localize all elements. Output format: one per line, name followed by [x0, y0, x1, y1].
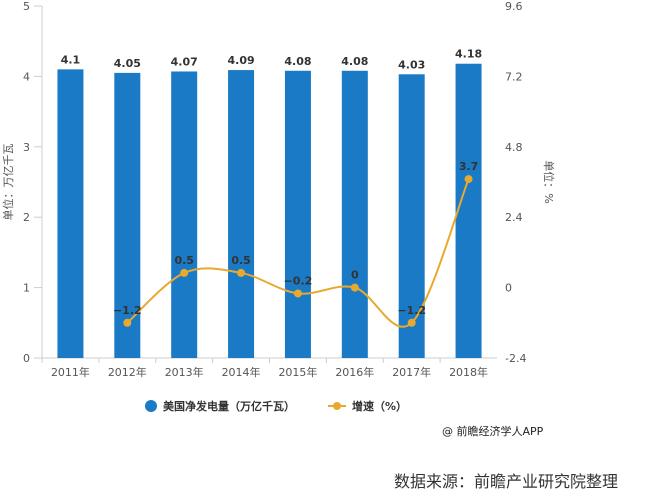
left-tick-label: 4 — [23, 70, 30, 83]
legend-bar-marker-icon — [145, 400, 157, 412]
bar — [114, 72, 141, 358]
bar-data-label: 4.08 — [341, 55, 368, 68]
right-tick-label: 9.6 — [505, 0, 523, 13]
right-tick-label: -2.4 — [505, 352, 526, 365]
right-axis-label: 单位：% — [542, 160, 556, 203]
left-axis-label: 单位：万亿千瓦 — [1, 144, 15, 221]
left-tick-label: 5 — [23, 0, 30, 13]
line-data-label: 3.7 — [459, 160, 479, 173]
bar — [57, 69, 84, 359]
bar-data-label: 4.1 — [61, 53, 81, 66]
left-tick-label: 1 — [23, 282, 30, 295]
line-point — [180, 268, 189, 277]
bar-data-label: 4.08 — [284, 55, 311, 68]
right-tick-label: 4.8 — [505, 141, 523, 154]
line-data-label: 0 — [351, 269, 359, 282]
source-note: 数据来源：前瞻产业研究院整理 — [394, 472, 619, 491]
right-tick-label: 7.2 — [505, 70, 523, 83]
credit: @ 前瞻经济学人APP — [442, 425, 544, 438]
left-tick-label: 0 — [23, 352, 30, 365]
legend-bar[interactable]: 美国净发电量（万亿千瓦） — [145, 398, 295, 414]
line-data-label: −0.2 — [284, 274, 313, 287]
bar — [284, 70, 311, 358]
line-data-label: 0.5 — [174, 254, 194, 267]
x-tick-label: 2014年 — [222, 365, 261, 379]
bar-data-label: 4.07 — [171, 55, 198, 68]
bar — [455, 63, 482, 359]
line-point — [237, 268, 246, 277]
chart: 0 1 2 3 4 5 -2.4 0 2.4 4.8 7.2 9.6 单位：万亿千瓦 单位：% 2011年 2… — [1, 0, 556, 379]
x-tick-label: 2011年 — [51, 365, 90, 379]
x-tick-label: 2017年 — [392, 365, 431, 379]
left-tick-label: 3 — [23, 141, 30, 154]
line-data-label: −1.2 — [397, 304, 426, 317]
legend-line-label: 增速（%） — [352, 400, 408, 413]
right-tick-label: 0 — [505, 282, 512, 295]
legend-bar-label: 美国净发电量（万亿千瓦） — [163, 400, 295, 413]
line-point — [350, 283, 359, 292]
x-tick-label: 2012年 — [108, 365, 147, 379]
right-tick-label: 2.4 — [505, 211, 523, 224]
x-tick-label: 2015年 — [278, 365, 317, 379]
bar-data-label: 4.09 — [227, 54, 254, 67]
line-point — [407, 318, 416, 327]
x-tick-label: 2016年 — [335, 365, 374, 379]
line-point — [293, 289, 302, 298]
bar — [171, 71, 198, 359]
bar — [341, 70, 368, 358]
x-tick-label: 2018年 — [449, 365, 488, 379]
legend-line-marker-icon — [328, 402, 346, 410]
bar-data-label: 4.05 — [114, 57, 141, 70]
line-data-label: 0.5 — [231, 254, 251, 267]
bar-data-label: 4.03 — [398, 58, 425, 71]
bar-data-label: 4.18 — [455, 48, 482, 61]
x-tick-label: 2013年 — [165, 365, 204, 379]
left-tick-label: 2 — [23, 211, 30, 224]
line-point — [123, 318, 132, 327]
legend-line[interactable]: 增速（%） — [328, 398, 407, 414]
bar — [228, 70, 255, 359]
line-point — [464, 175, 473, 184]
line-data-label: −1.2 — [113, 304, 142, 317]
